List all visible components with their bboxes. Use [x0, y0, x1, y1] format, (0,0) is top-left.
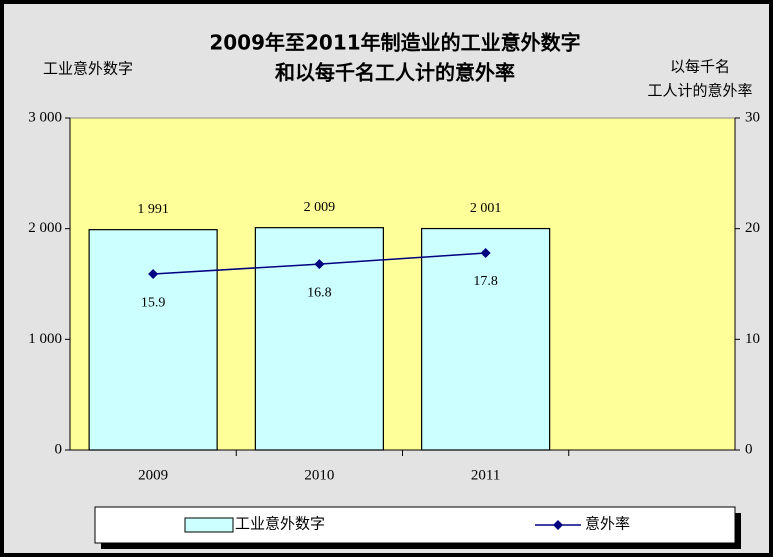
y-tick-label: 2 000	[28, 220, 62, 236]
y2-tick-label: 30	[745, 109, 760, 125]
y-axis-label: 工业意外数字	[43, 59, 133, 77]
x-tick-label: 2009	[138, 467, 168, 483]
x-tick-label: 2010	[304, 467, 334, 483]
line-value-label: 15.9	[141, 295, 166, 310]
bar	[88, 229, 218, 451]
y-tick-label: 1 000	[28, 331, 62, 347]
y-tick-label: 3 000	[28, 109, 62, 125]
line-marker	[314, 259, 325, 270]
legend-swatch	[184, 517, 234, 533]
y2-tick-label: 20	[745, 220, 760, 236]
line-marker	[480, 248, 491, 259]
x-tick-label: 2011	[471, 467, 500, 483]
bar-value-label: 2 001	[470, 201, 502, 216]
bar	[421, 227, 551, 451]
legend-label: 工业意外数字	[235, 514, 325, 532]
y2-tick-label: 0	[745, 441, 753, 457]
line-value-label: 17.8	[473, 274, 498, 289]
y2-axis-label: 工人计的意外率	[647, 81, 752, 99]
line-value-label: 16.8	[307, 285, 332, 300]
y-tick-label: 0	[55, 441, 63, 457]
bar-value-label: 2 009	[304, 200, 336, 215]
legend-swatch	[553, 520, 563, 530]
chart-title: 2009年至2011年制造业的工业意外数字	[209, 31, 580, 55]
y2-tick-label: 10	[745, 331, 760, 347]
bar-value-label: 1 991	[137, 202, 169, 217]
chart-title: 和以每千名工人计的意外率	[275, 61, 515, 85]
y2-axis-label: 以每千名	[670, 58, 730, 75]
legend-label: 意外率	[585, 514, 630, 532]
line-marker	[148, 269, 159, 280]
